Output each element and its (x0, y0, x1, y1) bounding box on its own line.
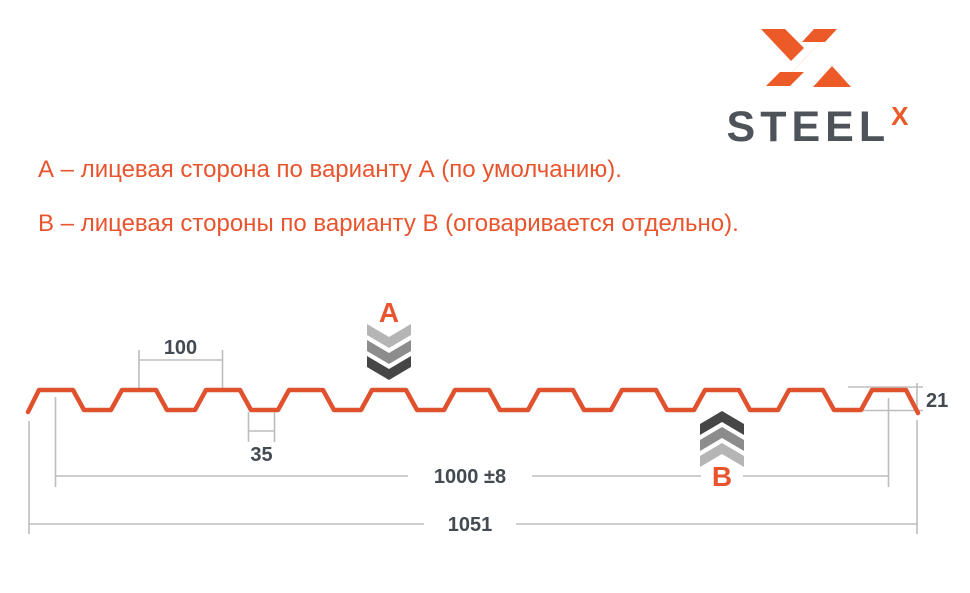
steelx-logo-x-icon (761, 29, 851, 87)
logo-arm-ne (802, 29, 837, 42)
note-variant-b: В – лицевая стороны по варианту В (огова… (38, 210, 739, 237)
dim-pitch-100: 100 (138, 337, 224, 388)
variant-a-label: А (379, 297, 399, 328)
dim-35-label: 35 (250, 444, 272, 466)
note-variant-a: А – лицевая сторона по варианту А (по ум… (38, 156, 622, 183)
chevron-up-icon (700, 411, 744, 435)
dim-cover-1000: 1000 ±8 (54, 397, 890, 488)
dim-100-label: 100 (164, 337, 197, 359)
chevron-down-icon (367, 340, 411, 364)
dim-overall-1051: 1051 (28, 420, 918, 536)
dim-1000-label: 1000 ±8 (434, 466, 506, 488)
chevron-down-icon (367, 356, 411, 380)
chevron-down-icon (367, 324, 411, 348)
chevron-up-icon (700, 443, 744, 467)
logo-arm-sw (766, 72, 804, 86)
logo-x-shapes (761, 29, 851, 87)
profile-diagram: 100 35 21 1000 ±8 (25, 297, 948, 536)
logo-arm-se (813, 66, 851, 87)
logo-hook-lower (777, 52, 812, 87)
dim-height-21: 21 (848, 383, 948, 415)
sheet-profile-outline (25, 387, 921, 416)
logo-brand-text: STEEL (726, 103, 891, 151)
logo-brand-sup-x: X (891, 101, 909, 131)
chevron-up-icon (700, 427, 744, 451)
dim-trough-35: 35 (247, 412, 276, 466)
variant-a-marker: А (367, 297, 411, 380)
dim-21-label: 21 (926, 390, 948, 412)
logo-wordmark: STEEL X (700, 101, 935, 151)
dim-1051-label: 1051 (448, 514, 493, 536)
variant-b-marker: В (700, 411, 744, 492)
logo-arm-nw (761, 29, 804, 61)
variant-b-label: В (712, 461, 732, 492)
